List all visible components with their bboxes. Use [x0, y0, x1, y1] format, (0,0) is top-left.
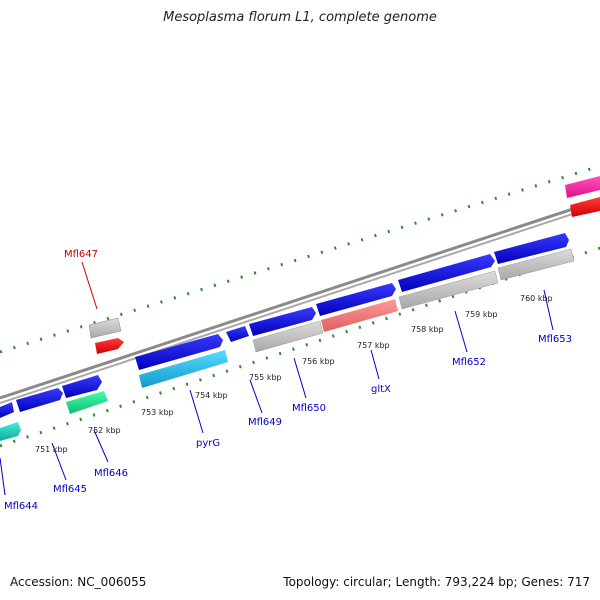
feature-gray-3 — [497, 248, 575, 281]
feature-gray-2 — [398, 270, 499, 310]
kbp-label: 758 kbp — [411, 325, 444, 334]
kbp-label: 755 kbp — [249, 373, 282, 382]
feature-blue-mfl653 — [494, 233, 569, 264]
map-title: Mesoplasma florum L1, complete genome — [163, 10, 437, 25]
feature-gray-1 — [252, 320, 324, 353]
kbp-label: 754 kbp — [195, 391, 228, 400]
feature-red-right — [570, 197, 600, 217]
leader-lines — [0, 261, 554, 496]
feature-blue-pyrg-top — [135, 334, 223, 370]
gene-label-mfl647: Mfl647 — [64, 249, 98, 260]
gene-label-mfl646: Mfl646 — [94, 468, 128, 479]
feature-gray-small — [88, 317, 122, 339]
feature-salmon-gltx — [321, 299, 398, 332]
kbp-label: 752 kbp — [88, 426, 121, 435]
feature-cyan-pyrg — [139, 350, 228, 388]
kbp-label: 751 kbp — [35, 445, 68, 454]
feature-blue-mfl645 — [16, 388, 63, 412]
kbp-label: 753 kbp — [141, 408, 174, 417]
gene-label-mfl652: Mfl652 — [452, 357, 486, 368]
kbp-labels: 751 kbp 752 kbp 753 kbp 754 kbp 755 kbp … — [35, 294, 553, 454]
genome-backbone — [0, 198, 600, 404]
secondary-features — [0, 248, 575, 441]
feature-teal — [0, 422, 21, 441]
feature-red-small — [95, 338, 124, 354]
feature-green — [66, 391, 108, 414]
accession-text: Accession: NC_006055 — [10, 575, 147, 589]
feature-blue-mfl649 — [226, 326, 249, 342]
kbp-label: 759 kbp — [465, 310, 498, 319]
gene-label-mfl644: Mfl644 — [4, 501, 38, 512]
genome-summary-text: Topology: circular; Length: 793,224 bp; … — [283, 575, 590, 589]
gene-labels: Mfl644 Mfl645 Mfl646 Mfl647 pyrG Mfl649 … — [4, 249, 572, 512]
reverse-strand-features — [88, 176, 600, 354]
feature-blue-gltx — [316, 283, 396, 316]
kbp-label: 760 kbp — [520, 294, 553, 303]
gene-label-gltx: gltX — [371, 384, 391, 395]
feature-blue-mfl646 — [62, 375, 102, 398]
gene-label-mfl649: Mfl649 — [248, 417, 282, 428]
feature-blue-mfl652 — [398, 254, 495, 292]
feature-magenta — [565, 176, 600, 198]
forward-strand-features — [0, 233, 569, 418]
gene-label-mfl650: Mfl650 — [292, 403, 326, 414]
gene-label-pyrg: pyrG — [196, 438, 220, 449]
gene-label-mfl645: Mfl645 — [53, 484, 87, 495]
kbp-label: 757 kbp — [357, 341, 390, 350]
feature-blue-1 — [0, 402, 14, 418]
kbp-label: 756 kbp — [302, 357, 335, 366]
feature-blue-mfl650 — [249, 307, 316, 336]
gene-label-mfl653: Mfl653 — [538, 334, 572, 345]
